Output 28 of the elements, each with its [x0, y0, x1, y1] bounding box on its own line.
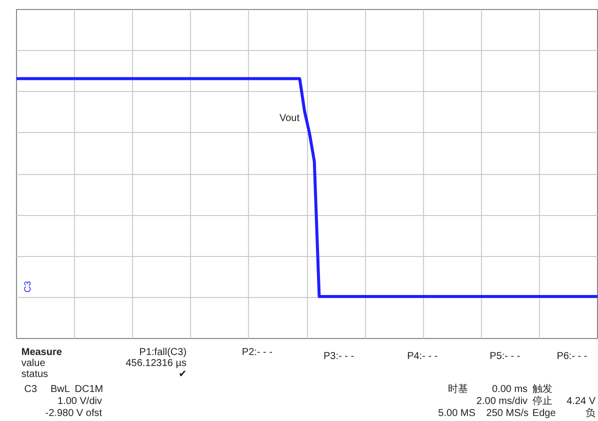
text: 停止: [532, 395, 552, 407]
text: C3: [24, 384, 38, 395]
text: status: [21, 369, 48, 380]
text: 0.00 ms: [492, 384, 528, 395]
text: DC1M: [74, 384, 104, 395]
text: 时基: [448, 383, 468, 395]
text: 5.00 MS: [438, 408, 476, 419]
text: 触发: [532, 384, 552, 395]
text: 负: [586, 407, 596, 419]
text: P4:- - -: [407, 351, 438, 362]
text: P1:fall(C3): [139, 347, 187, 358]
text: 1.00 V/div: [58, 396, 102, 407]
text: ✔: [178, 369, 187, 380]
text: Edge: [532, 408, 556, 419]
text: 4.24 V: [566, 396, 596, 407]
text: -2.980 V ofst: [45, 408, 102, 419]
annotation: C3: [22, 280, 32, 292]
text: P2:- - -: [242, 347, 272, 358]
annotation: Vout: [279, 113, 300, 124]
text: 2.00 ms/div: [476, 396, 528, 407]
text: BwL: [50, 384, 70, 395]
text: 250 MS/s: [486, 408, 529, 419]
text: P6:- - -: [556, 351, 588, 362]
text: 456.12316 µs: [126, 358, 187, 369]
text: P5:- - -: [490, 351, 520, 362]
text: Measure: [21, 347, 62, 358]
text: value: [21, 358, 46, 369]
text: P3:- - -: [324, 351, 354, 362]
